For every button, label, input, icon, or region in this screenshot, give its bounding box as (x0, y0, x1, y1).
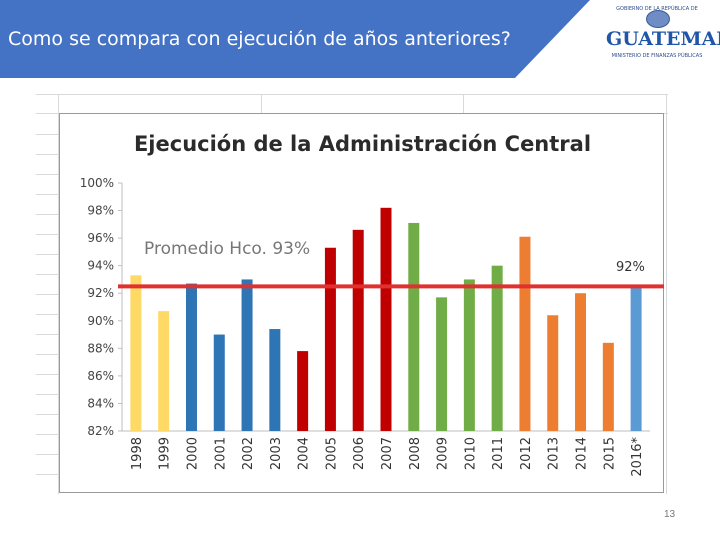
bar-1999 (158, 311, 170, 431)
x-tick-label: 2001 (213, 437, 228, 470)
x-tick-label: 2009 (436, 437, 451, 470)
coat-of-arms-icon (646, 10, 670, 28)
y-tick-label: 88% (87, 341, 114, 355)
logo-top-text: GOBIERNO DE LA REPÚBLICA DE (616, 6, 698, 12)
average-annotation: Promedio Hco. 93% (144, 239, 311, 259)
page-number: 13 (664, 509, 676, 520)
bar-2013 (547, 315, 559, 431)
bar-2014 (575, 293, 587, 431)
x-tick-label: 2003 (269, 437, 284, 470)
x-tick-label: 2010 (463, 437, 478, 470)
bar-2012 (519, 236, 531, 431)
bar-1998 (130, 275, 142, 431)
x-tick-label: 2013 (547, 437, 562, 470)
x-tick-label: 2011 (491, 437, 506, 470)
bar-chart: 82% 84% 86% 88% 90% 92% 94% 96% 98% 100% 1998 1999 2… (80, 176, 664, 477)
page-title: Como se compara con ejecución de años an… (8, 28, 511, 50)
x-tick-label: 2012 (519, 437, 534, 470)
bar-2009 (436, 297, 448, 431)
x-tick-label: 2014 (575, 437, 590, 470)
bar-2005 (324, 247, 336, 431)
bar-2003 (269, 329, 281, 431)
bar-2010 (463, 279, 475, 431)
y-tick-label: 100% (80, 176, 114, 190)
chart-title: Ejecución de la Administración Central (133, 132, 592, 156)
bar-2001 (213, 334, 225, 431)
guatemala-logo: GOBIERNO DE LA REPÚBLICA DE GUATEMALA MI… (606, 6, 720, 72)
x-tick-label: 1998 (130, 437, 145, 470)
bar-2007 (380, 207, 392, 431)
y-tick-label: 84% (87, 396, 114, 410)
y-tick-label: 94% (87, 259, 114, 273)
logo-sub-text: MINISTERIO DE FINANZAS PÚBLICAS (611, 53, 703, 59)
bar-2000 (185, 283, 197, 431)
header-band-shape (0, 0, 590, 78)
bar-2006 (352, 229, 364, 431)
y-tick-label: 92% (87, 286, 114, 300)
x-tick-label: 2005 (324, 437, 339, 470)
y-tick-label: 86% (87, 369, 114, 383)
bar-2002 (241, 279, 253, 431)
reference-line-label: 92% (616, 260, 645, 275)
bar-2004 (297, 351, 309, 431)
header-band: Como se compara con ejecución de años an… (0, 0, 720, 78)
y-tick-label: 82% (87, 424, 114, 438)
header-band-polygon (0, 0, 590, 78)
x-tick-label: 2002 (241, 437, 256, 470)
x-tick-label: 2006 (352, 437, 367, 470)
chart-frame: Ejecución de la Administración Central 8… (59, 113, 664, 493)
x-tick-label: 2016* (630, 437, 645, 477)
x-tick-label: 2004 (297, 437, 312, 470)
x-tick-label: 2008 (408, 437, 423, 470)
x-tick-label: 2015 (602, 437, 617, 470)
y-tick-label: 96% (87, 231, 114, 245)
bar-2008 (408, 222, 420, 431)
x-tick-label: 2007 (380, 437, 395, 470)
bar-2015 (602, 342, 614, 431)
y-tick-label: 98% (87, 204, 114, 218)
bar-2016* (630, 286, 642, 431)
logo-main-text: GUATEMALA (606, 28, 720, 50)
x-tick-label: 2000 (185, 437, 200, 470)
y-tick-label: 90% (87, 314, 114, 328)
x-tick-label: 1999 (158, 437, 173, 470)
bar-2011 (491, 265, 503, 431)
